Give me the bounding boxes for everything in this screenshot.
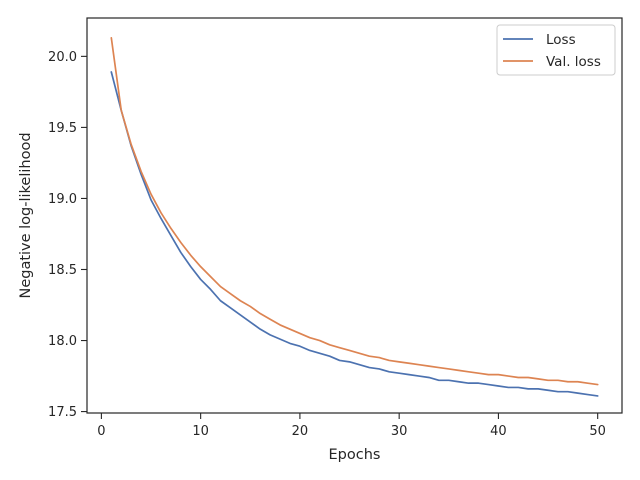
y-axis-label: Negative log-likelihood [18,132,34,298]
y-tick-label: 20.0 [48,50,77,65]
plot-background [87,18,622,413]
x-tick-label: 20 [292,424,309,439]
series-layer [110,37,599,397]
ticks-layer: 0 10 20 30 40 50 17.5 18.0 18.5 19.0 19.5 20.0 [48,50,606,439]
y-tick-label: 18.5 [48,263,77,278]
y-tick-label: 19.0 [48,192,77,207]
x-tick-label: 50 [589,424,606,439]
legend-box [496,24,616,76]
legend-label-val-loss: Val. loss [546,54,601,70]
y-tick-label: 18.0 [48,334,77,349]
x-tick-label: 30 [391,424,408,439]
x-axis-label: Epochs [329,447,381,463]
y-tick-label: 19.5 [48,121,77,136]
legend-label-loss: Loss [546,32,576,48]
plot-frame [86,17,623,414]
legend: Loss Val. loss [496,24,616,76]
series-line-loss [110,71,599,397]
series-line-val-loss [110,37,599,386]
x-tick-label: 40 [490,424,507,439]
x-tick-label: 0 [97,424,105,439]
y-tick-label: 17.5 [48,405,77,420]
x-tick-label: 10 [192,424,209,439]
